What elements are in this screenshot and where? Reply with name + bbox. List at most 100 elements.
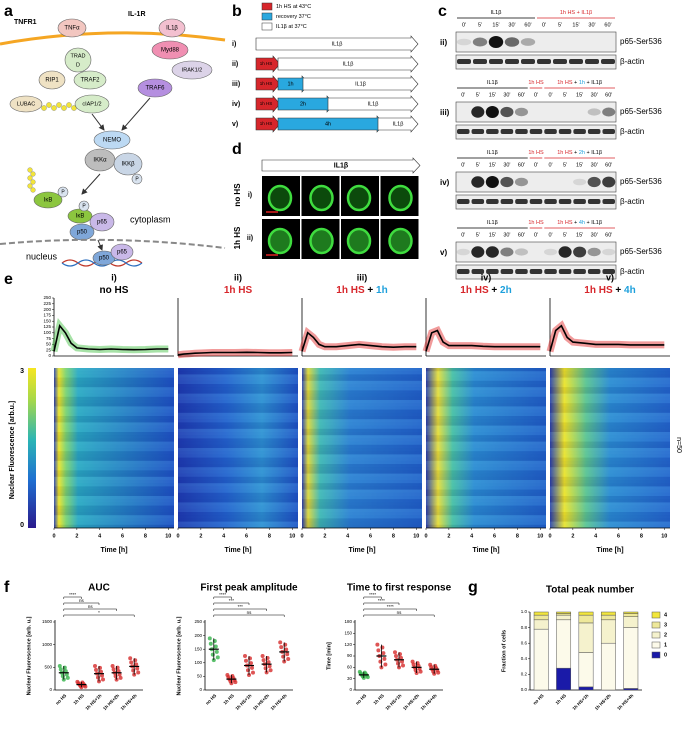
axis-title: Nuclear Fluorescence [arb.u.] [9,401,16,499]
colorbar-label: 0 [20,522,24,529]
heatmap-row [178,419,298,423]
significance-label: *** [238,604,244,609]
heatmap-row [178,486,298,490]
plot-title: Time to first response [347,583,452,594]
heatmap-row [178,416,298,420]
bar-segment [578,622,594,653]
lane-label: 30' [591,92,598,98]
heatmap-row [550,476,670,480]
lane-label: 30' [503,92,510,98]
panel-numeral: iv) [481,272,492,282]
band [602,248,616,256]
heatmap-row [426,441,546,445]
data-dot-decor [436,670,441,675]
group-header-part: + IL1β [585,220,602,226]
heatmap-row [178,368,298,372]
protein-node [93,130,131,150]
legend-swatch [651,611,661,619]
heatmap-row [178,409,298,413]
panel-title-part: + [613,285,624,296]
bar-segment [600,611,616,616]
group-header-part: 2h [579,150,585,156]
heatmap-row [550,377,670,381]
heatmap-row [54,464,174,468]
data-dot-decor [63,669,68,674]
actin-band [602,269,615,274]
time-label: 60' [369,179,377,185]
step-label: 2h [300,101,306,107]
heatmap-row [550,428,670,432]
heatmap-row [302,387,422,391]
data-dot-decor [394,654,398,658]
heatmap-row [178,422,298,426]
heatmap-row [550,438,670,442]
data-dot-decor [363,672,368,677]
heatmap-row [550,400,670,404]
x-tick-label: 2 [199,533,202,539]
row-label: iii) [440,108,450,117]
lane-label: 15' [489,92,496,98]
lane-label: 60' [605,232,612,238]
band [602,176,616,188]
ubiquitin [51,105,57,111]
data-dot-decor [381,651,386,656]
x-tick-label: 0 [424,533,427,539]
data-dot-decor [64,672,69,677]
row-label: iv) [232,101,240,108]
protein-node [89,212,115,232]
data-dot-decor [94,667,98,672]
band [553,39,567,45]
x-tick-label: 10 [165,533,171,539]
heatmap-row [426,400,546,404]
step-label: IL1β [332,41,343,47]
heatmap-row [54,454,174,458]
heatmap-row [178,518,298,522]
heatmap-row [302,460,422,464]
panel-numeral: iii) [357,272,368,282]
significance-label: **** [69,592,76,597]
lane-label: 5' [563,92,567,98]
heatmap-row [550,435,670,439]
heatmap-row [54,508,174,512]
band [485,246,499,258]
protein-label: RIP1 [45,78,59,84]
heatmap-row [426,374,546,378]
data-dot-decor [285,652,290,657]
lane-label: 0' [534,232,538,238]
heatmap-row [426,492,546,496]
heatmap-row [54,393,174,397]
data-dot-decor [57,663,62,668]
heatmap-row [302,457,422,461]
time-label: 0' [293,179,298,185]
group-header-part: + IL1β [585,80,602,86]
actin-band [457,269,470,274]
significance-bracket [63,602,100,605]
group-header: 1h HS [528,150,544,156]
data-dot-decor [401,663,405,668]
panel-letter: f [4,579,10,596]
heatmap-row [550,512,670,516]
heatmap-row [302,390,422,394]
significance-label: ns [397,610,403,615]
panel-letter: d [232,141,242,158]
protein-node [57,186,69,198]
band [500,247,514,257]
band [456,38,472,46]
heatmap-row [426,454,546,458]
y-tick-label: 0.6 [521,640,528,645]
band [529,109,542,115]
heatmap-row [302,505,422,509]
data-dot-decor [128,656,133,661]
band [537,39,551,45]
il1b-arrow [277,55,419,73]
legend-label: 3 [664,622,667,628]
x-tick-label: 1h HS+4h [616,693,634,711]
y-tick-label: 90 [347,653,353,658]
x-tick-label: 1h HS [222,693,235,706]
y-tick-label: 0.0 [521,687,528,692]
time-label: 0' [293,222,298,228]
x-tick-label: 2 [447,533,450,539]
protein-label: IκB [76,214,85,220]
colorbar-label: 3 [20,368,24,375]
ubiquitin [30,187,36,193]
